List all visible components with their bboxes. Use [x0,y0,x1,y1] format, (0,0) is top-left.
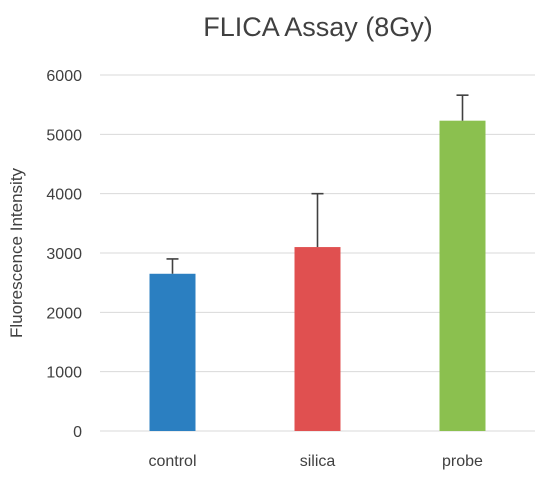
x-axis-ticks: control silica probe [148,453,483,470]
x-tick-label: control [148,453,196,470]
x-tick-label: probe [442,453,483,470]
y-axis-label: Fluorescence Intensity [7,167,26,338]
error-bars [166,94,469,274]
chart-title: FLICA Assay (8Gy) [203,12,433,42]
y-tick-label: 6000 [46,68,82,85]
bar-control [149,273,196,431]
y-tick-label: 1000 [46,365,82,382]
y-tick-label: 4000 [46,187,82,204]
bars [149,120,486,431]
y-tick-label: 2000 [46,305,82,322]
bar-silica [294,247,341,431]
x-tick-label: silica [300,453,336,470]
bar-probe [439,120,486,431]
y-tick-label: 0 [73,424,82,441]
y-tick-label: 5000 [46,127,82,144]
y-axis-ticks: 0 1000 2000 3000 4000 5000 6000 [46,68,82,441]
y-tick-label: 3000 [46,246,82,263]
